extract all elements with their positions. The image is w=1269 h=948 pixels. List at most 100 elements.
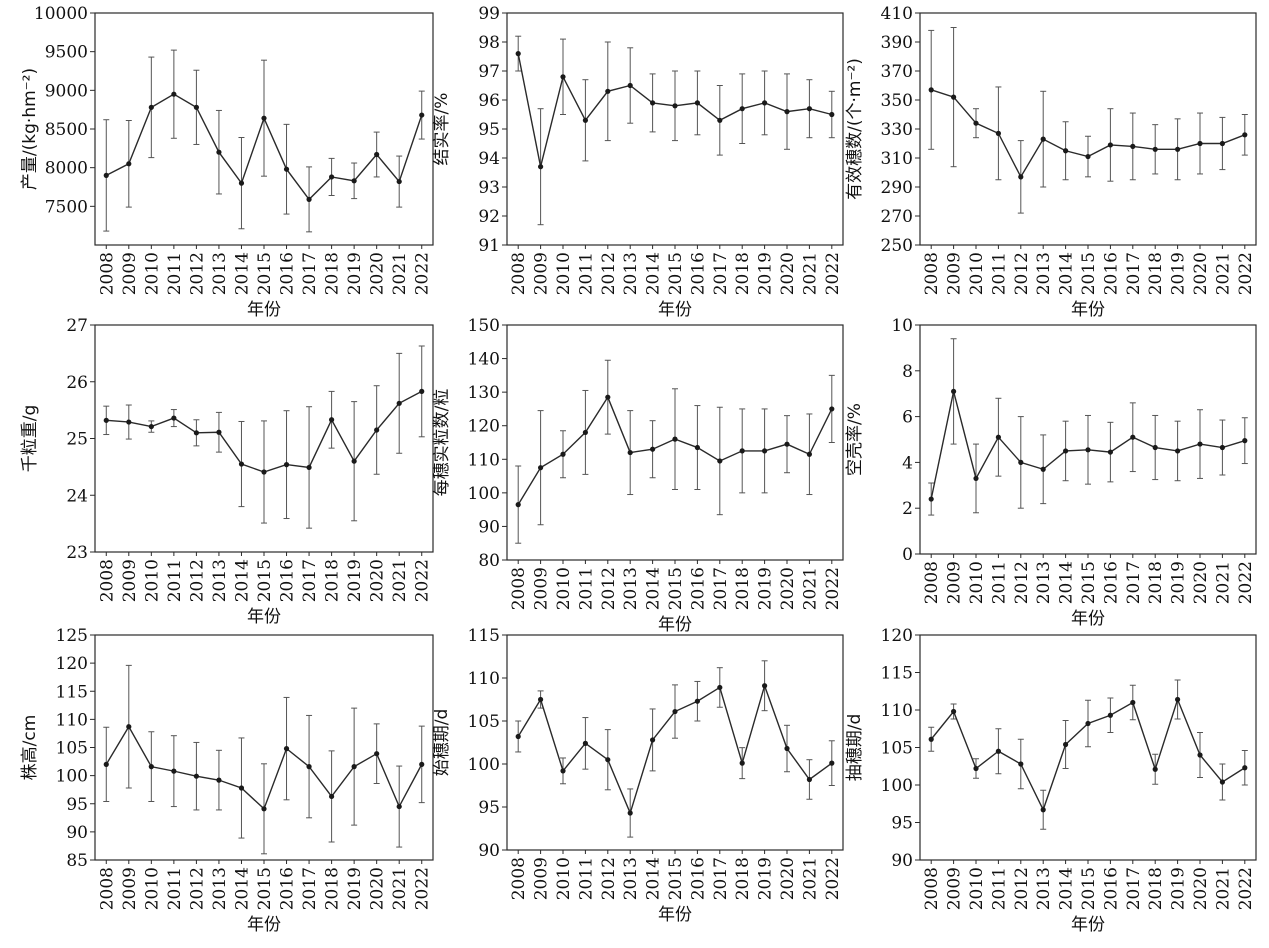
data-point (238, 785, 245, 791)
y-tick-label: 99 (478, 4, 500, 24)
x-tick-label: 2010 (967, 252, 987, 295)
data-point (1197, 140, 1203, 147)
data-point (1040, 807, 1046, 813)
y-tick-label: 350 (881, 91, 913, 111)
x-tick-label: 2008 (922, 252, 942, 295)
x-tick-label: 2013 (621, 252, 641, 295)
data-point (1219, 444, 1225, 451)
x-tick-label: 2008 (97, 867, 117, 910)
x-tick-label: 2013 (1034, 252, 1054, 295)
x-tick-label: 2015 (255, 559, 275, 602)
x-tick-label: 2015 (255, 867, 275, 910)
x-tick-label: 2009 (532, 252, 552, 295)
x-tick-label: 2018 (1146, 867, 1166, 910)
data-point (650, 446, 656, 452)
data-point (216, 777, 222, 783)
y-tick-label: 0 (902, 545, 913, 565)
x-tick-label: 2018 (733, 567, 753, 610)
x-axis-label: 年份 (1071, 609, 1105, 629)
data-point (1040, 466, 1046, 472)
x-tick-label: 2021 (390, 867, 410, 910)
y-tick-label: 90 (66, 823, 88, 843)
data-point (538, 696, 544, 703)
data-point (283, 462, 290, 468)
data-point (717, 117, 723, 123)
x-tick-label: 2016 (1101, 561, 1121, 604)
x-axis-label: 年份 (247, 300, 281, 320)
x-axis-label: 年份 (247, 915, 281, 935)
x-tick-label: 2012 (187, 867, 207, 910)
data-point (806, 106, 813, 112)
x-tick-label: 2012 (187, 559, 207, 602)
data-point (560, 451, 566, 457)
data-point (784, 441, 790, 447)
x-tick-label: 2019 (345, 252, 365, 295)
x-tick-label: 2010 (554, 252, 574, 295)
data-point (973, 765, 979, 772)
y-tick-label: 110 (881, 701, 913, 721)
x-tick-label: 2015 (1079, 252, 1099, 295)
x-axis-label: 年份 (658, 300, 692, 320)
y-tick-label: 120 (468, 417, 500, 437)
x-tick-label: 2009 (120, 252, 140, 295)
y-tick-label: 25 (66, 430, 88, 450)
x-tick-label: 2022 (1236, 252, 1256, 295)
data-point (951, 94, 957, 100)
y-tick-label: 23 (66, 543, 88, 563)
x-tick-label: 2010 (142, 252, 162, 295)
data-point (283, 166, 290, 172)
x-tick-label: 2019 (345, 559, 365, 602)
data-point (1152, 766, 1158, 772)
y-axis-label: 株高/cm (20, 715, 40, 781)
y-axis-label: 有效穗数/(个·m⁻²) (845, 58, 865, 200)
x-tick-label: 2010 (554, 567, 574, 610)
x-tick-label: 2016 (278, 559, 298, 602)
x-tick-label: 2019 (756, 857, 776, 900)
data-point (193, 430, 199, 436)
y-tick-label: 100 (881, 776, 913, 796)
data-point (717, 458, 723, 464)
data-point (650, 737, 656, 743)
y-tick-label: 105 (56, 739, 88, 759)
data-point (650, 100, 656, 106)
y-tick-label: 4 (902, 453, 913, 473)
x-tick-label: 2020 (368, 867, 388, 910)
data-point (171, 415, 177, 421)
data-point (951, 388, 957, 395)
x-tick-label: 2013 (1034, 561, 1054, 604)
data-point (171, 768, 177, 774)
x-tick-label: 2011 (989, 252, 1009, 295)
data-point (396, 178, 402, 185)
data-point (306, 464, 312, 471)
y-tick-label: 95 (891, 814, 913, 834)
data-point (1107, 449, 1113, 455)
x-tick-label: 2020 (778, 857, 798, 900)
data-point (171, 91, 177, 97)
x-tick-label: 2017 (300, 252, 320, 295)
data-point (1175, 696, 1181, 703)
y-tick-label: 92 (478, 207, 500, 227)
y-tick-label: 9500 (45, 43, 88, 63)
data-point (193, 773, 199, 779)
x-tick-label: 2010 (142, 559, 162, 602)
x-tick-label: 2019 (345, 867, 365, 910)
data-point (951, 708, 957, 715)
x-tick-label: 2014 (644, 567, 664, 610)
data-point (672, 436, 678, 442)
data-point (261, 806, 267, 812)
x-tick-label: 2017 (711, 567, 731, 610)
x-tick-label: 2013 (210, 252, 230, 295)
x-tick-label: 2015 (255, 252, 275, 295)
y-tick-label: 330 (881, 120, 913, 140)
x-tick-label: 2014 (644, 252, 664, 295)
x-tick-label: 2016 (688, 857, 708, 900)
data-point (396, 803, 402, 810)
x-tick-label: 2009 (945, 561, 965, 604)
data-point (351, 458, 357, 464)
y-tick-label: 110 (468, 450, 500, 470)
x-tick-label: 2015 (666, 567, 686, 610)
data-point (1018, 174, 1024, 180)
data-point (717, 684, 723, 691)
